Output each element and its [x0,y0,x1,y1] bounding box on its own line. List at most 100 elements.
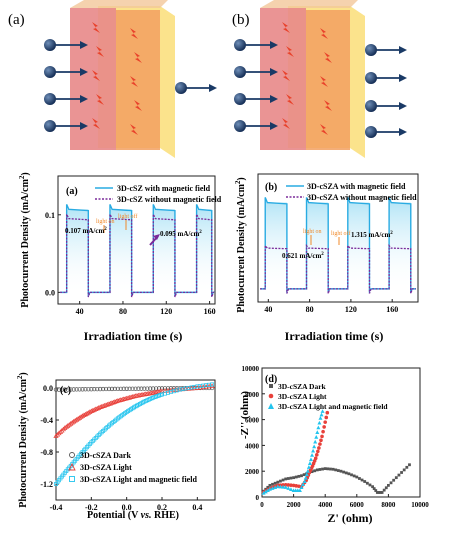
electron-icon [234,39,246,51]
point-dark [300,474,303,478]
point-dark [139,386,144,391]
x-tick-label: 80 [306,305,314,314]
point-dark [384,486,388,490]
point-dark [264,487,268,491]
point-dark [103,386,109,392]
point-light-magnetic [302,479,307,484]
point-dark [394,476,398,480]
point-dark [121,386,126,391]
point-light-magnetic [304,472,309,477]
point-light-magnetic [286,486,291,490]
point-light-magnetic [320,409,325,413]
light-on-fill [196,209,212,293]
lightning-icon [324,52,332,63]
annotation-0107: 0.107 mA/cm2 [65,227,107,235]
chart-b-panel-label: (b) [265,182,277,193]
point-dark [402,468,406,472]
point-light-magnetic [288,487,293,491]
point-light [63,424,69,429]
legend-label-with-field: 3D-cSZA with magnetic field [307,182,406,191]
y-tick-label: 2000 [245,468,260,476]
point-light-magnetic [283,485,288,489]
y-tick-label: -0.8 [40,448,53,457]
point-light-magnetic [313,439,318,444]
point-dark [365,481,369,485]
x-tick-label: -0.2 [85,503,98,512]
chart-d-plot: 0 2000 4000 6000 8000 10000 0 2000 4000 6000 8000 1… [242,365,430,509]
point-dark [372,487,376,491]
annotation-1315: 1.315 mA/cm2 [351,231,393,239]
point-dark [71,387,76,392]
light-on-fill [306,202,329,289]
point-dark [329,467,332,471]
point-light-magnetic [306,465,311,469]
chart-d-xlabel: Z' (ohm) [328,511,373,525]
point-light-magnetic [210,382,215,387]
point-dark [318,468,322,471]
y-tick-label: 0.1 [45,211,55,220]
point-dark [297,474,301,478]
point-dark [115,386,120,392]
point-dark [313,469,317,473]
legend-label-without-field: 3D-cSZ without magnetic field [117,195,222,204]
point-dark [273,481,277,485]
point-light-magnetic [314,435,319,439]
layer-red [70,8,116,150]
point-light-magnetic [303,475,308,480]
x-tick-label: 160 [386,305,398,314]
electron-icon [234,120,246,132]
point-light-magnetic [281,484,286,489]
point-dark [145,386,150,391]
point-light-magnetic [301,482,306,487]
lightning-icon [92,22,100,33]
lightning-icon [286,94,294,105]
legend-label: 3D-cSZA Dark [80,451,131,460]
point-dark [358,477,361,480]
point-light [62,425,68,430]
point-dark [279,479,282,483]
point-light [113,398,119,404]
point-dark [162,386,168,391]
lightning-icon [320,28,328,39]
point-light [115,398,121,403]
point-light-magnetic [308,457,313,462]
point-light [54,431,61,437]
chart-b-plot: 40 80 120 160 [257,173,419,314]
point-dark [112,386,118,392]
point-dark [315,468,319,472]
light-on-fill [66,209,89,293]
point-dark [276,480,280,484]
point-dark [142,386,147,391]
point-light [131,393,137,399]
electron-icon [234,93,246,105]
point-dark [284,477,288,481]
point-light-magnetic [278,484,283,489]
y-tick-label: -0.4 [40,416,53,425]
point-dark [355,475,359,479]
point-light [125,395,131,400]
y-tick-label: 0 [256,494,260,502]
point-light [313,456,318,461]
y-tick-label: 4000 [245,442,260,450]
y-tick-label: 6000 [245,417,260,425]
chart-c-legend: 3D-cSZA Dark 3D-cSZA Light 3D-cSZA Light a… [68,451,197,484]
electron-icon [365,44,377,56]
point-dark [360,478,364,482]
point-dark [171,386,176,391]
point-light-magnetic [299,485,304,490]
point-light [325,410,330,415]
point-dark [347,472,351,476]
point-light [124,395,130,401]
series-with-magnetic-field [260,197,416,294]
x-tick-label: 2000 [287,501,302,509]
legend-marker-light [68,462,76,471]
point-light [122,396,128,401]
point-light [324,415,329,420]
point-dark [387,483,390,487]
point-dark [286,477,290,480]
point-light-magnetic [307,461,312,465]
point-dark [92,387,97,392]
plot-frame [257,173,419,303]
chart-a-legend: 3D-cSZ with magnetic field 3D-cSZ withou… [95,184,222,204]
